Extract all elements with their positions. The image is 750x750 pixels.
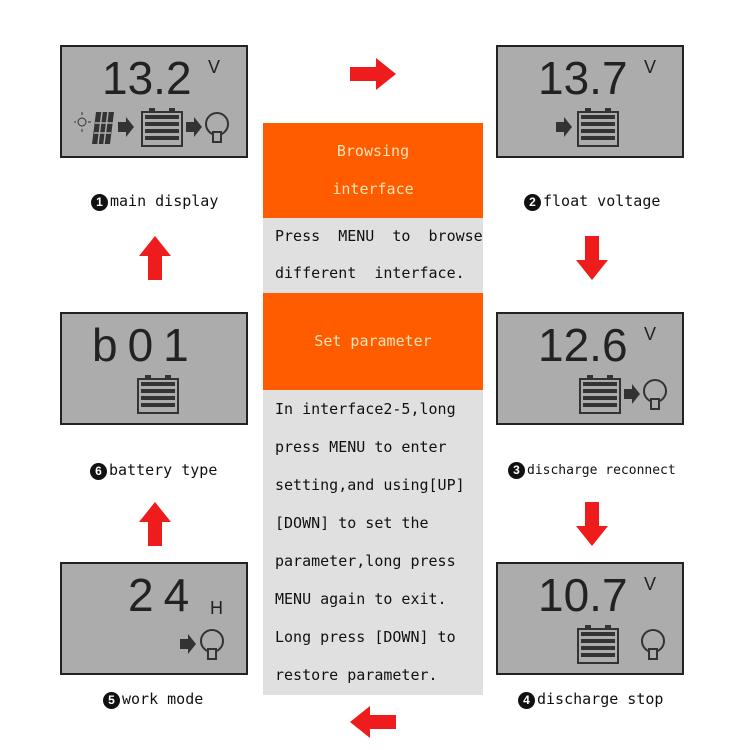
arrow-down-icon	[576, 502, 608, 546]
text-line: parameter,long press	[275, 552, 456, 570]
lcd-icons	[180, 629, 224, 660]
bulb-icon	[200, 629, 224, 660]
screen-label: battery type	[109, 461, 218, 479]
screen-label: float voltage	[543, 192, 661, 210]
arrow-up-icon	[139, 236, 171, 280]
battery-icon	[577, 108, 619, 147]
set-parameter-header: Set parameter	[263, 293, 483, 390]
lcd-unit: V	[644, 324, 657, 344]
screen-label: work mode	[122, 690, 204, 708]
lcd-discharge-stop: 10.7 V	[496, 562, 684, 675]
lcd-discharge-reconnect: 12.6 V	[496, 312, 684, 425]
battery-icon	[137, 375, 179, 414]
arrow-right-icon	[186, 117, 202, 137]
set-parameter-text: In interface2-5,long press MENU to enter s…	[263, 390, 483, 695]
browsing-header: Browsing interface	[263, 123, 483, 218]
number-badge: 1	[91, 194, 108, 211]
lcd-digits: 10.7	[538, 569, 628, 621]
lcd-unit: H	[210, 598, 223, 618]
number-badge: 6	[90, 463, 107, 480]
number-badge: 5	[103, 692, 120, 709]
solar-panel-icon	[92, 111, 114, 145]
lcd-digits: 13.2	[102, 52, 192, 104]
lcd-unit: V	[208, 57, 221, 77]
lcd-digits: 12.6	[538, 319, 628, 371]
text-line: [DOWN] to set the	[275, 514, 429, 532]
text-line: In interface2-5,long	[275, 400, 456, 418]
label-battery-type: 6 battery type	[90, 461, 217, 480]
arrow-up-icon	[139, 502, 171, 546]
lcd-icons	[556, 108, 619, 147]
screen-label: discharge stop	[537, 690, 664, 708]
lcd-digits: b01	[92, 319, 199, 371]
screen-label: discharge reconnect	[527, 463, 676, 478]
arrow-right-icon	[624, 384, 640, 404]
text-line: Long press [DOWN] to	[275, 628, 456, 646]
lcd-battery-type: b01	[60, 312, 248, 425]
label-work-mode: 5 work mode	[103, 690, 203, 709]
lcd-main-display: 13.2 V	[60, 45, 248, 158]
battery-icon	[141, 108, 183, 147]
bulb-icon	[641, 629, 665, 660]
browsing-title: interface	[332, 180, 414, 198]
lcd-unit: V	[644, 574, 657, 594]
number-badge: 2	[524, 194, 541, 211]
lcd-icons	[74, 108, 229, 147]
sun-icon	[74, 112, 91, 132]
arrow-right-icon	[118, 117, 134, 137]
lcd-work-mode: 24 H	[60, 562, 248, 675]
label-main-display: 1 main display	[91, 192, 218, 211]
number-badge: 3	[508, 462, 525, 479]
arrow-right-icon	[180, 634, 196, 654]
bulb-icon	[643, 379, 667, 410]
label-discharge-stop: 4 discharge stop	[518, 690, 663, 709]
label-discharge-reconnect: 3 discharge reconnect	[508, 462, 676, 479]
lcd-icons	[579, 375, 667, 414]
text-line: MENU again to exit.	[275, 590, 447, 608]
screen-label: main display	[110, 192, 219, 210]
lcd-digits: 13.7	[538, 52, 628, 104]
arrow-right-icon	[350, 58, 396, 90]
text-line: Press MENU to browse	[275, 227, 483, 245]
text-line: restore parameter.	[275, 666, 438, 684]
browsing-text: Press MENU to browse different interface…	[263, 218, 483, 293]
battery-icon	[577, 625, 619, 664]
lcd-digits: 24	[128, 569, 200, 621]
lcd-icons	[577, 625, 665, 664]
text-line: press MENU to enter	[275, 438, 447, 456]
lcd-unit: V	[644, 57, 657, 77]
browsing-title: Browsing	[336, 142, 410, 160]
arrow-left-icon	[350, 706, 396, 738]
bulb-icon	[205, 112, 229, 143]
lcd-float-voltage: 13.7 V	[496, 45, 684, 158]
lcd-icons	[137, 375, 179, 414]
label-float-voltage: 2 float voltage	[524, 192, 660, 211]
text-line: different interface.	[275, 264, 465, 282]
instructions-panel: Browsing interface Press MENU to browse …	[263, 123, 483, 695]
battery-icon	[579, 375, 621, 414]
number-badge: 4	[518, 692, 535, 709]
text-line: setting,and using[UP]	[275, 476, 465, 494]
arrow-right-icon	[556, 117, 572, 137]
arrow-down-icon	[576, 236, 608, 280]
